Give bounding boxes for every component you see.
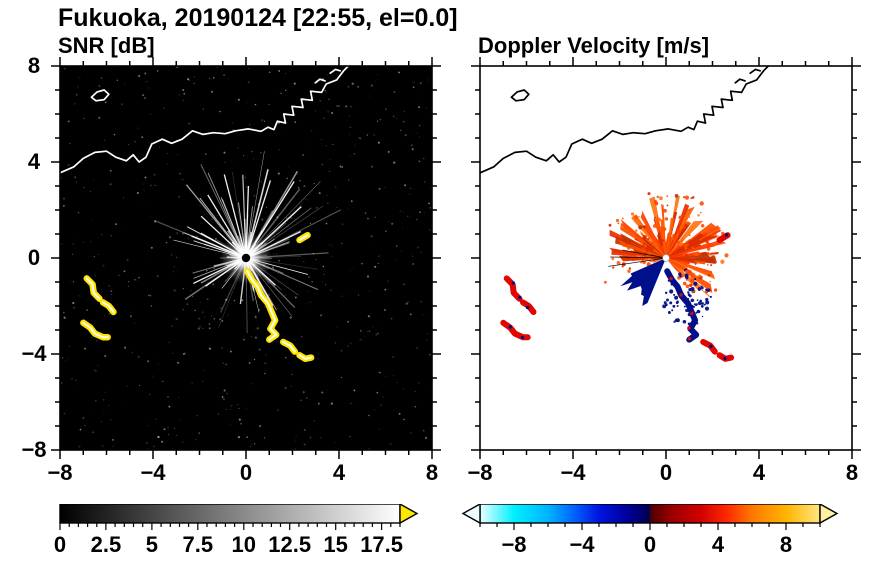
snr-plot [48, 54, 444, 467]
doppler-colorbar [460, 502, 840, 543]
x-axis-tick-label: −8 [467, 460, 493, 485]
y-axis-tick-label: 0 [27, 245, 41, 270]
x-axis-tick-label: 0 [659, 460, 673, 485]
x-axis-tick-label: −4 [560, 460, 586, 485]
snr-colorbar-canvas [59, 502, 419, 530]
colorbar-tick-label: 0 [643, 532, 657, 557]
colorbar-tick-label: 5 [145, 532, 159, 557]
colorbar-tick-label: 17.5 [360, 532, 404, 557]
x-axis-tick-label: 4 [752, 460, 766, 485]
y-axis-tick-label: −8 [21, 437, 47, 462]
colorbar-tick-label: 8 [779, 532, 793, 557]
figure-title: Fukuoka, 20190124 [22:55, el=0.0] [58, 4, 458, 32]
colorbar-tick-label: −4 [569, 532, 595, 557]
doppler-panel-title: Doppler Velocity [m/s] [478, 33, 710, 58]
colorbar-tick-label: 12.5 [268, 532, 312, 557]
x-axis-tick-label: 8 [425, 460, 439, 485]
x-axis-tick-label: 4 [332, 460, 346, 485]
colorbar-tick-label: 7.5 [182, 532, 214, 557]
x-axis-tick-label: 0 [239, 460, 253, 485]
vel-plot-canvas [471, 57, 861, 459]
snr-colorbar [40, 502, 420, 543]
x-axis-tick-label: −8 [47, 460, 73, 485]
x-axis-tick-label: 8 [845, 460, 859, 485]
y-axis-tick-label: 8 [27, 53, 41, 78]
y-axis-tick-label: −4 [21, 341, 47, 366]
colorbar-tick-label: 4 [711, 532, 725, 557]
snr-plot-canvas [51, 57, 441, 459]
snr-panel-title: SNR [dB] [58, 33, 155, 58]
colorbar-tick-label: −8 [501, 532, 527, 557]
x-axis-tick-label: −4 [140, 460, 166, 485]
colorbar-tick-label: 15 [323, 532, 348, 557]
colorbar-tick-label: 10 [231, 532, 257, 557]
colorbar-tick-label: 2.5 [90, 532, 122, 557]
colorbar-tick-label: 0 [53, 532, 67, 557]
y-axis-tick-label: 4 [27, 149, 41, 174]
vel-colorbar-canvas [461, 502, 839, 530]
doppler-plot [468, 54, 864, 467]
